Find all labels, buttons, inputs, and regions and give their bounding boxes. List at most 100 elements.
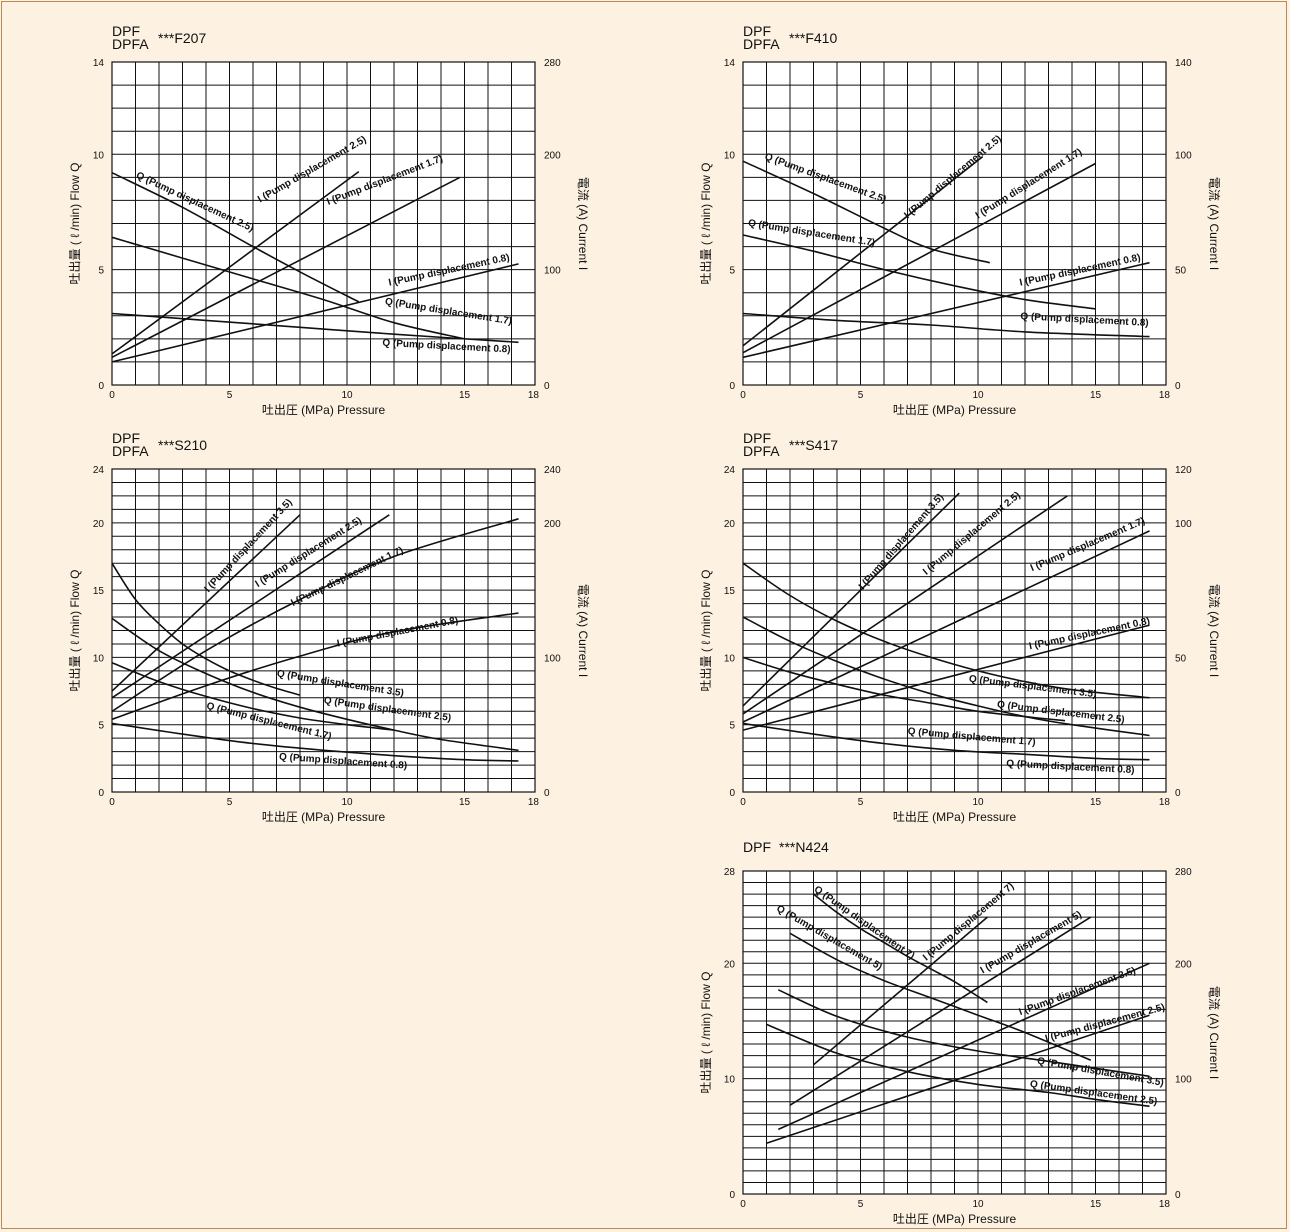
x-tick-label: 0 — [740, 1199, 746, 1210]
y-tick-label: 5 — [98, 266, 104, 277]
series-line — [777, 989, 1150, 1078]
series-line — [742, 722, 1150, 761]
y-tick-label: 20 — [724, 519, 736, 530]
y-axis-label: 吐出量 ( ℓ /min) Flow Q — [699, 570, 713, 692]
x-tick-label: 15 — [459, 797, 471, 808]
y2-tick-label: 280 — [544, 58, 561, 69]
series-line — [111, 612, 519, 721]
series-line — [813, 893, 988, 1004]
series-line — [742, 495, 1068, 715]
chart-title-code: ***S417 — [789, 437, 838, 453]
x-tick-label: 5 — [858, 797, 864, 808]
x-tick-label: 5 — [227, 797, 233, 808]
x-tick-label: 5 — [227, 390, 233, 401]
series-line — [789, 916, 1092, 1106]
series-line — [111, 562, 301, 696]
x-tick-label: 18 — [528, 797, 540, 808]
y-tick-label: 0 — [98, 381, 104, 392]
x-tick-label: 10 — [972, 797, 984, 808]
x-tick-label: 5 — [858, 390, 864, 401]
y2-tick-label: 0 — [1175, 381, 1181, 392]
x-tick-label: 18 — [1159, 1199, 1171, 1210]
series-line — [742, 312, 1150, 338]
chart-title-line2: DPFA — [743, 36, 780, 52]
y-tick-label: 15 — [724, 586, 736, 597]
x-tick-label: 18 — [1159, 390, 1171, 401]
y2-axis-label: 電流 (A) Current I — [576, 584, 590, 677]
series-line — [111, 514, 390, 699]
series-line — [789, 932, 1092, 1061]
y2-axis-label: 電流 (A) Current I — [1207, 177, 1221, 270]
y2-tick-label: 120 — [1175, 465, 1192, 476]
series-line — [111, 662, 395, 731]
x-tick-label: 18 — [528, 390, 540, 401]
series-line — [742, 160, 990, 264]
y2-tick-label: 100 — [1175, 1075, 1192, 1086]
y-tick-label: 15 — [93, 586, 105, 597]
series-line — [742, 624, 1150, 731]
x-axis-label: 吐出圧 (MPa) Pressure — [893, 810, 1017, 824]
y-tick-label: 10 — [93, 150, 105, 161]
series-line — [111, 176, 461, 359]
y2-tick-label: 200 — [1175, 959, 1192, 970]
y-tick-label: 10 — [93, 653, 105, 664]
y-axis-label: 吐出量 ( ℓ /min) Flow Q — [68, 570, 82, 692]
chart-title-line1: DPF — [112, 430, 140, 446]
y2-tick-label: 100 — [544, 266, 561, 277]
x-tick-label: 10 — [341, 797, 353, 808]
series-line — [742, 162, 1096, 354]
x-axis-label: 吐出圧 (MPa) Pressure — [893, 1212, 1017, 1226]
y-axis-label: 吐出量 ( ℓ /min) Flow Q — [68, 163, 82, 285]
x-tick-label: 15 — [459, 390, 471, 401]
x-tick-label: 18 — [1159, 797, 1171, 808]
y-axis-label: 吐出量 ( ℓ /min) Flow Q — [699, 972, 713, 1094]
chart-title-line2: DPFA — [112, 443, 149, 459]
series-line — [111, 312, 519, 344]
y2-tick-label: 0 — [544, 381, 550, 392]
x-axis-label: 吐出圧 (MPa) Pressure — [893, 403, 1017, 417]
x-tick-label: 5 — [858, 1199, 864, 1210]
series-line — [742, 562, 1150, 699]
x-tick-label: 10 — [341, 390, 353, 401]
x-axis-label: 吐出圧 (MPa) Pressure — [262, 403, 386, 417]
series-line — [111, 514, 301, 692]
series-line — [742, 261, 1150, 359]
chart-title-code: ***F207 — [158, 30, 206, 46]
y-tick-label: 28 — [724, 867, 736, 878]
y-tick-label: 14 — [93, 58, 105, 69]
series-line — [742, 234, 1096, 310]
series-line — [812, 916, 988, 1066]
y2-tick-label: 0 — [1175, 1190, 1181, 1201]
series-line — [742, 492, 960, 707]
y2-axis-label: 電流 (A) Current I — [1207, 584, 1221, 677]
x-tick-label: 0 — [109, 390, 115, 401]
series-line — [111, 617, 519, 752]
y2-tick-label: 240 — [544, 465, 561, 476]
y-tick-label: 10 — [724, 653, 736, 664]
y-tick-label: 5 — [729, 721, 735, 732]
y-axis-label: 吐出量 ( ℓ /min) Flow Q — [699, 163, 713, 285]
series-line — [766, 1014, 1150, 1144]
series-line — [111, 171, 360, 303]
y-tick-label: 24 — [93, 465, 105, 476]
series-line — [777, 962, 1150, 1131]
chart-title-line2: DPFA — [743, 443, 780, 459]
series-line — [742, 656, 1066, 722]
y-tick-label: 10 — [724, 150, 736, 161]
chart-title-line1: DPF — [743, 23, 771, 39]
y2-tick-label: 140 — [1175, 58, 1192, 69]
series-line — [111, 236, 465, 340]
series-line — [111, 722, 519, 762]
y2-tick-label: 50 — [1175, 266, 1187, 277]
x-tick-label: 15 — [1090, 1199, 1102, 1210]
series-line — [111, 170, 360, 355]
y-tick-label: 10 — [724, 1075, 736, 1086]
y-tick-label: 20 — [93, 519, 105, 530]
y2-tick-label: 100 — [544, 653, 561, 664]
